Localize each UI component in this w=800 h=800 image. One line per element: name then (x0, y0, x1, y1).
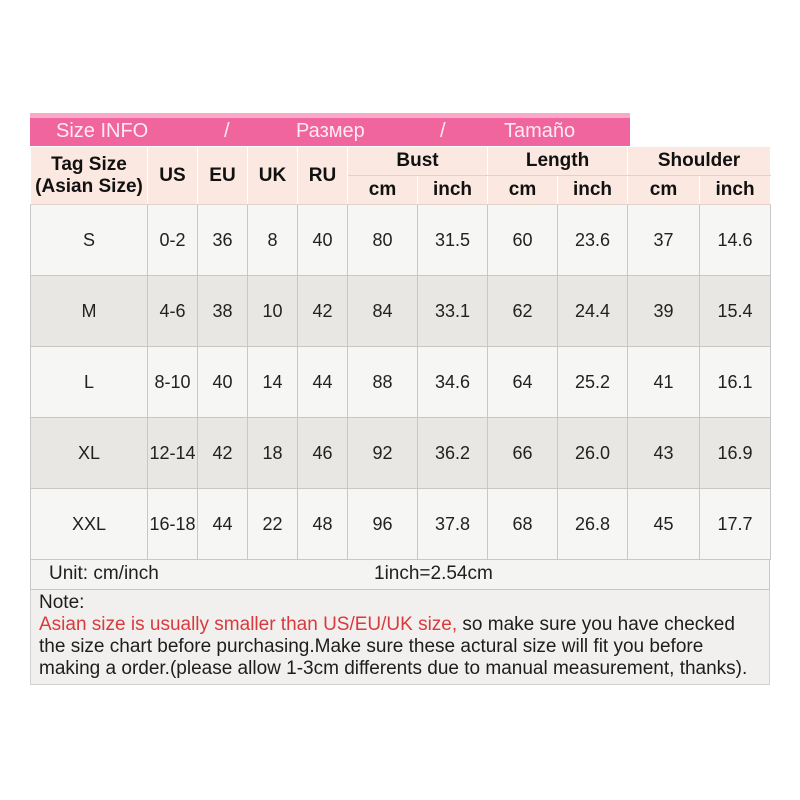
uk-cell: 18 (247, 417, 298, 489)
length-cm-cell: 64 (487, 346, 559, 418)
shoulder-cm-cell: 43 (627, 417, 701, 489)
header-tag-size: Tag Size (Asian Size) (30, 146, 148, 205)
table-row-xxl: XXL 16-18 44 22 48 96 37.8 68 26.8 45 17… (30, 488, 772, 560)
unit-label: Unit: cm/inch (49, 563, 159, 584)
table-row-s: S 0-2 36 8 40 80 31.5 60 23.6 37 14.6 (30, 204, 772, 276)
size-cell: M (30, 275, 148, 347)
uk-cell: 10 (247, 275, 298, 347)
uk-cell: 8 (247, 204, 298, 276)
header-tag-line1: Tag Size (51, 153, 127, 175)
ru-cell: 40 (297, 204, 348, 276)
size-chart: Size INFO / Размер / Tamaño Tag Size (As… (30, 113, 772, 685)
shoulder-inch-cell: 17.7 (699, 488, 772, 560)
header-ru: RU (297, 146, 348, 205)
uk-cell: 22 (247, 488, 298, 560)
ru-cell: 44 (297, 346, 348, 418)
eu-cell: 36 (197, 204, 248, 276)
length-inch-cell: 24.4 (557, 275, 629, 347)
us-cell: 0-2 (147, 204, 198, 276)
length-inch-cell: 26.8 (557, 488, 629, 560)
shoulder-inch-cell: 16.9 (699, 417, 772, 489)
table-row-xl: XL 12-14 42 18 46 92 36.2 66 26.0 43 16.… (30, 417, 772, 489)
length-cm-cell: 62 (487, 275, 559, 347)
bust-cm-cell: 80 (347, 204, 418, 276)
note-text: Asian size is usually smaller than US/EU… (39, 614, 761, 680)
shoulder-cm-cell: 45 (627, 488, 701, 560)
bust-inch-cell: 31.5 (416, 204, 489, 276)
size-cell: L (30, 346, 148, 418)
banner-separator: / (440, 120, 446, 142)
shoulder-cm-cell: 37 (627, 204, 701, 276)
length-cm-cell: 60 (487, 204, 559, 276)
note-warning-red: Asian size is usually smaller than US/EU… (39, 614, 458, 635)
header-us: US (147, 146, 198, 205)
banner-row: Size INFO / Размер / Tamaño (30, 113, 770, 146)
bust-inch-cell: 37.8 (416, 488, 489, 560)
header-units-row: cm inch cm inch cm inch (31, 175, 772, 205)
header-uk: UK (247, 146, 298, 205)
header-eu: EU (197, 146, 248, 205)
shoulder-inch-cell: 14.6 (699, 204, 772, 276)
bust-cm-cell: 96 (347, 488, 418, 560)
header-shoulder-cm: cm (627, 175, 701, 205)
shoulder-inch-cell: 16.1 (699, 346, 772, 418)
header-group-row: Tag Size (Asian Size) US EU UK RU Bust L… (30, 146, 772, 205)
bust-cm-cell: 88 (347, 346, 418, 418)
header-bust-inch: inch (416, 175, 489, 205)
shoulder-inch-cell: 15.4 (699, 275, 772, 347)
header-shoulder: Shoulder (627, 146, 772, 176)
bust-cm-cell: 84 (347, 275, 418, 347)
size-table: Tag Size (Asian Size) US EU UK RU Bust L… (30, 146, 772, 560)
size-info-banner: Size INFO / Размер / Tamaño (30, 113, 630, 146)
ru-cell: 48 (297, 488, 348, 560)
conversion-label: 1inch=2.54cm (374, 563, 493, 584)
unit-footer-row: Unit: cm/inch 1inch=2.54cm (30, 560, 770, 590)
bust-inch-cell: 33.1 (416, 275, 489, 347)
header-length-inch: inch (557, 175, 629, 205)
bust-inch-cell: 36.2 (416, 417, 489, 489)
bust-inch-cell: 34.6 (416, 346, 489, 418)
length-inch-cell: 25.2 (557, 346, 629, 418)
size-cell: XXL (30, 488, 148, 560)
us-cell: 16-18 (147, 488, 198, 560)
eu-cell: 44 (197, 488, 248, 560)
shoulder-cm-cell: 39 (627, 275, 701, 347)
header-length: Length (487, 146, 629, 176)
header-bust: Bust (346, 146, 489, 176)
note-label: Note: (39, 592, 85, 613)
length-cm-cell: 68 (487, 488, 559, 560)
size-cell: XL (30, 417, 148, 489)
table-row-m: M 4-6 38 10 42 84 33.1 62 24.4 39 15.4 (30, 275, 772, 347)
banner-title-ru: Размер (296, 120, 365, 142)
banner-title-en: Size INFO (56, 120, 149, 142)
eu-cell: 38 (197, 275, 248, 347)
note-warning-rest: so make sure you have checked the size c… (39, 614, 748, 679)
length-cm-cell: 66 (487, 417, 559, 489)
us-cell: 4-6 (147, 275, 198, 347)
note-block: Note: Asian size is usually smaller than… (30, 590, 770, 685)
table-row-l: L 8-10 40 14 44 88 34.6 64 25.2 41 16.1 (30, 346, 772, 418)
shoulder-cm-cell: 41 (627, 346, 701, 418)
header-length-cm: cm (487, 175, 559, 205)
header-tag-line2: (Asian Size) (35, 175, 143, 197)
eu-cell: 40 (197, 346, 248, 418)
ru-cell: 46 (297, 417, 348, 489)
banner-separator: / (224, 120, 230, 142)
length-inch-cell: 26.0 (557, 417, 629, 489)
header-shoulder-inch: inch (699, 175, 772, 205)
bust-cm-cell: 92 (347, 417, 418, 489)
header-bust-cm: cm (347, 175, 418, 205)
ru-cell: 42 (297, 275, 348, 347)
size-cell: S (30, 204, 148, 276)
banner-title-es: Tamaño (504, 120, 576, 142)
length-inch-cell: 23.6 (557, 204, 629, 276)
eu-cell: 42 (197, 417, 248, 489)
us-cell: 8-10 (147, 346, 198, 418)
uk-cell: 14 (247, 346, 298, 418)
us-cell: 12-14 (147, 417, 198, 489)
